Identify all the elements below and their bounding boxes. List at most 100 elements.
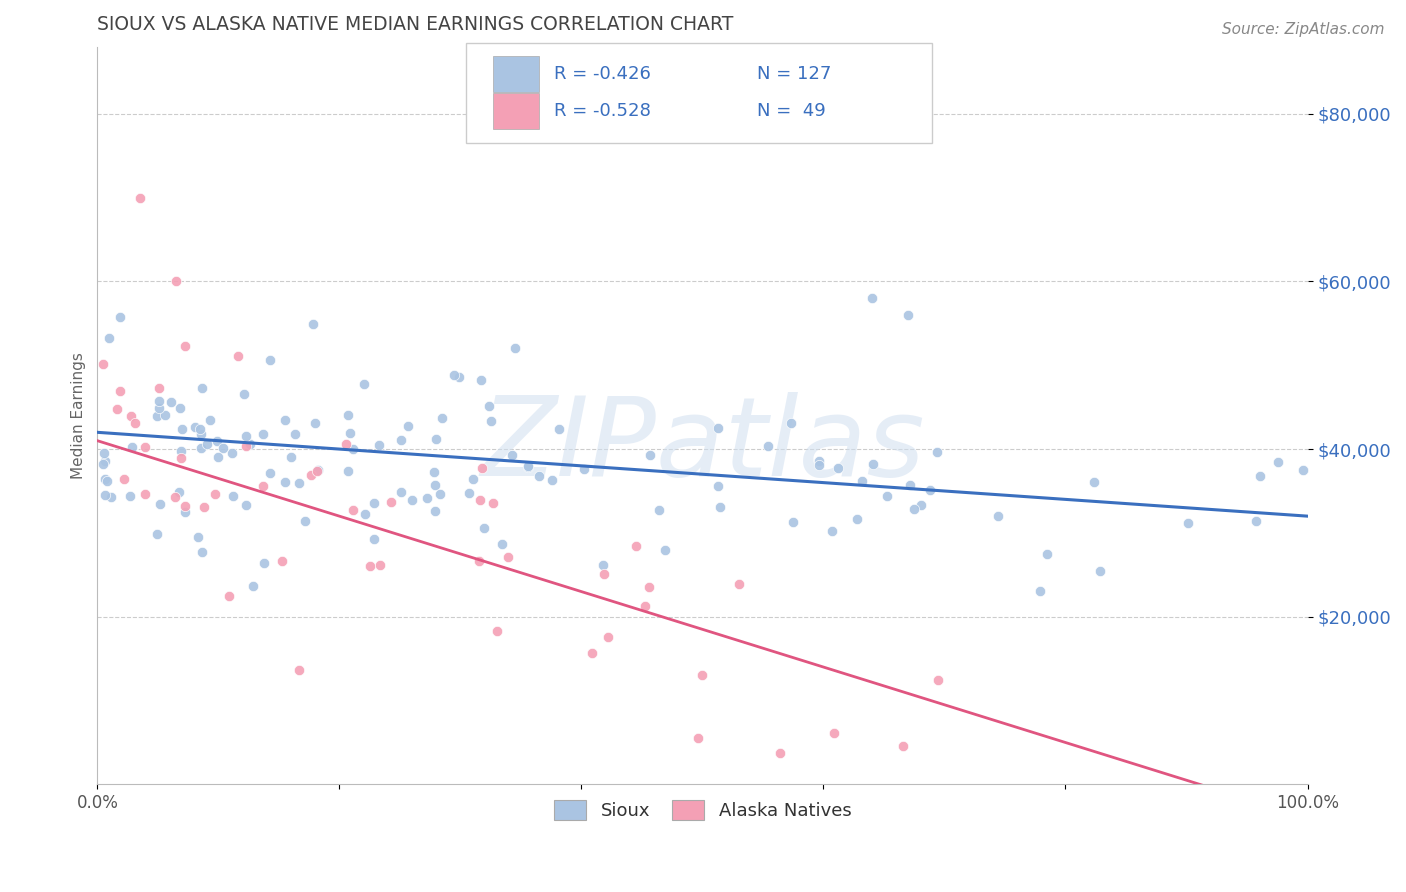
Point [807, 458, 830, 472]
Point [429, 487, 451, 501]
Point [780, 416, 803, 430]
Point [876, 489, 898, 503]
Point [485, 624, 508, 639]
Point [389, 434, 412, 448]
Point [654, 543, 676, 558]
Point [1029, 584, 1052, 599]
FancyBboxPatch shape [494, 56, 538, 92]
Point [342, 442, 364, 457]
Point [1083, 475, 1105, 489]
Point [846, 511, 869, 525]
Point [170, 451, 193, 466]
Point [458, 486, 481, 500]
Point [688, 731, 710, 745]
Point [692, 668, 714, 682]
Point [302, 317, 325, 331]
Point [218, 589, 240, 603]
Point [94, 472, 117, 486]
Point [169, 485, 191, 500]
Point [443, 368, 465, 383]
Point [108, 384, 131, 399]
Point [363, 496, 385, 510]
Point [593, 566, 616, 581]
Point [221, 446, 243, 460]
Point [148, 394, 170, 409]
Point [1249, 469, 1271, 483]
Point [124, 416, 146, 430]
Point [121, 440, 143, 454]
Point [193, 500, 215, 514]
Point [496, 550, 519, 565]
Point [638, 580, 661, 594]
Text: SIOUX VS ALASKA NATIVE MEDIAN EARNINGS CORRELATION CHART: SIOUX VS ALASKA NATIVE MEDIAN EARNINGS C… [97, 15, 734, 34]
Point [169, 401, 191, 415]
Point [108, 310, 131, 325]
Point [98, 331, 121, 345]
Point [821, 524, 844, 538]
Point [903, 502, 925, 516]
Point [541, 474, 564, 488]
Point [294, 514, 316, 528]
Point [335, 436, 357, 450]
Point [517, 459, 540, 474]
Point [190, 545, 212, 559]
Point [359, 559, 381, 574]
Point [226, 349, 249, 363]
Point [146, 409, 169, 424]
Point [1177, 516, 1199, 531]
Point [756, 439, 779, 453]
Point [128, 190, 150, 204]
Point [401, 492, 423, 507]
Point [342, 503, 364, 517]
Point [93, 454, 115, 468]
Point [233, 386, 256, 401]
Point [709, 500, 731, 514]
Point [353, 376, 375, 391]
Point [148, 381, 170, 395]
Point [96, 475, 118, 489]
Point [288, 663, 311, 677]
Point [807, 454, 830, 468]
FancyBboxPatch shape [494, 93, 538, 128]
Point [363, 532, 385, 546]
Point [195, 437, 218, 451]
Point [467, 554, 489, 568]
Point [337, 408, 360, 422]
Point [149, 497, 172, 511]
Point [304, 416, 326, 430]
Point [430, 411, 453, 425]
Point [91, 358, 114, 372]
Point [898, 478, 921, 492]
Point [252, 479, 274, 493]
Point [174, 505, 197, 519]
Point [187, 530, 209, 544]
Point [165, 274, 187, 288]
Point [1267, 455, 1289, 469]
Point [222, 489, 245, 503]
Point [425, 478, 447, 492]
Point [707, 479, 730, 493]
Point [471, 461, 494, 475]
Point [235, 439, 257, 453]
Point [596, 630, 619, 644]
Point [252, 427, 274, 442]
Point [145, 527, 167, 541]
Point [134, 440, 156, 454]
Point [548, 422, 571, 436]
Point [273, 475, 295, 489]
Point [170, 422, 193, 436]
Point [259, 466, 281, 480]
Point [170, 444, 193, 458]
Point [634, 599, 657, 613]
Point [207, 450, 229, 465]
Point [823, 725, 845, 739]
Point [120, 489, 142, 503]
Point [769, 746, 792, 760]
Point [396, 419, 419, 434]
Text: R = -0.528: R = -0.528 [554, 102, 651, 120]
Point [307, 463, 329, 477]
Point [112, 472, 135, 486]
Point [184, 420, 207, 434]
Point [648, 503, 671, 517]
Point [211, 442, 233, 456]
